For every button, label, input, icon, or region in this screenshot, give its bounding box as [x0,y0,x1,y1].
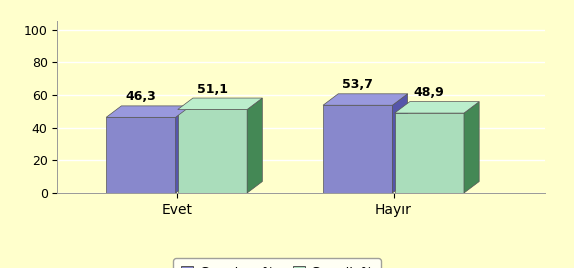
Polygon shape [176,106,191,193]
Text: 46,3: 46,3 [126,90,156,103]
Text: 53,7: 53,7 [342,78,373,91]
Polygon shape [178,98,262,110]
Polygon shape [247,98,262,193]
Polygon shape [106,117,176,193]
Polygon shape [394,102,479,113]
Polygon shape [106,106,191,117]
Polygon shape [178,110,247,193]
Polygon shape [393,94,408,193]
Polygon shape [464,102,479,193]
Text: 51,1: 51,1 [197,83,228,96]
Text: 48,9: 48,9 [414,86,445,99]
Legend: Grup I      %, Grup II  %: Grup I %, Grup II % [173,258,381,268]
Polygon shape [394,113,464,193]
Polygon shape [323,105,393,193]
Polygon shape [323,94,408,105]
